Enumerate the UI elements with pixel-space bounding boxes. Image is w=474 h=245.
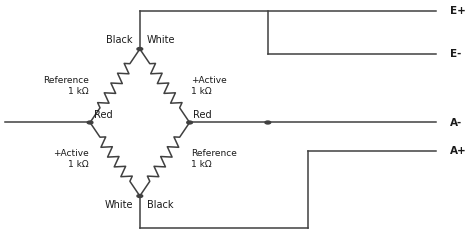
Text: White: White bbox=[147, 35, 175, 45]
Text: Red: Red bbox=[94, 110, 112, 120]
Circle shape bbox=[137, 195, 143, 197]
Text: A-: A- bbox=[450, 118, 463, 127]
Text: Black: Black bbox=[147, 200, 173, 210]
Text: Black: Black bbox=[106, 35, 133, 45]
Circle shape bbox=[137, 48, 143, 50]
Text: A+: A+ bbox=[450, 146, 467, 156]
Circle shape bbox=[265, 121, 271, 124]
Text: Reference
1 kΩ: Reference 1 kΩ bbox=[43, 76, 89, 96]
Text: E-: E- bbox=[450, 49, 462, 59]
Text: +Active
1 kΩ: +Active 1 kΩ bbox=[53, 149, 89, 169]
Circle shape bbox=[187, 121, 192, 124]
Text: Red: Red bbox=[193, 110, 212, 120]
Text: E+: E+ bbox=[450, 6, 466, 16]
Text: +Active
1 kΩ: +Active 1 kΩ bbox=[191, 76, 227, 96]
Text: White: White bbox=[104, 200, 133, 210]
Circle shape bbox=[87, 121, 93, 124]
Text: Reference
1 kΩ: Reference 1 kΩ bbox=[191, 149, 237, 169]
